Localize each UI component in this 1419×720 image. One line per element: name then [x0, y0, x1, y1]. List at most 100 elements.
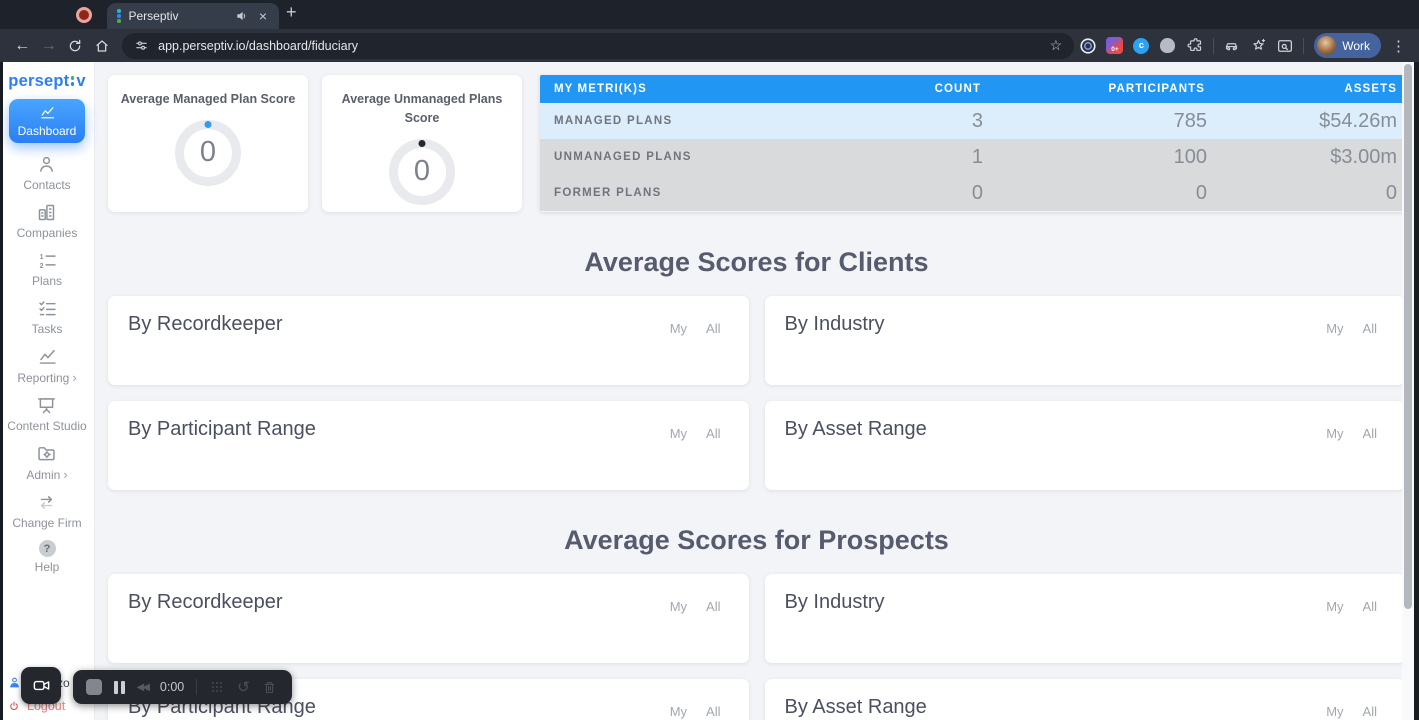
unmanaged-plan-score-card: Average Unmanaged Plans Score 0 — [322, 75, 522, 212]
my-toggle[interactable]: My — [1326, 321, 1344, 336]
browser-toolbar: ← → app.perseptiv.io/dashboard/fiduciary… — [0, 29, 1419, 62]
browser-menu-icon[interactable]: ⋮ — [1391, 37, 1407, 55]
tab-close-icon[interactable]: × — [258, 8, 267, 24]
extension-gray-icon[interactable] — [1156, 33, 1181, 59]
my-toggle[interactable]: My — [1326, 704, 1344, 719]
my-toggle[interactable]: My — [1326, 426, 1344, 441]
side-search-icon[interactable] — [1273, 33, 1298, 59]
gauge-marker-dot — [418, 139, 426, 147]
extension-blue-circle-icon[interactable]: c — [1129, 33, 1154, 59]
delete-record-button[interactable] — [262, 680, 277, 695]
profile-chip[interactable]: Work — [1314, 33, 1382, 58]
buildings-icon — [39, 204, 55, 221]
gauge-title: Average Managed Plan Score — [120, 92, 296, 106]
metrics-table-header: MY METRI(K)S COUNT PARTICIPANTS ASSETS — [540, 75, 1405, 103]
reload-button[interactable] — [63, 33, 88, 59]
camera-button[interactable] — [21, 667, 61, 704]
rewind-button[interactable]: ◀◀ — [136, 681, 150, 693]
my-toggle[interactable]: My — [669, 321, 688, 336]
extensions-puzzle-icon[interactable] — [1182, 33, 1207, 59]
section-heading-clients: Average Scores for Clients — [584, 247, 929, 277]
sidebar-item-change-firm[interactable]: Change Firm — [12, 492, 82, 530]
prospects-by-recordkeeper-card: By Recordkeeper My All — [108, 574, 749, 663]
all-toggle[interactable]: All — [706, 321, 721, 336]
trash-icon — [264, 681, 275, 693]
app-logo: persept v — [8, 72, 86, 90]
restart-record-button[interactable]: ↺ — [237, 678, 250, 696]
home-button[interactable] — [90, 33, 115, 59]
new-tab-button[interactable]: + — [286, 2, 297, 22]
all-toggle[interactable]: All — [1362, 321, 1377, 336]
record-time: 0:00 — [159, 680, 185, 694]
vehicle-extension-icon[interactable] — [1220, 33, 1245, 59]
pause-record-button[interactable] — [114, 680, 125, 694]
dashboard-main: Average Managed Plan Score 0 Average Unm… — [95, 62, 1419, 720]
bookmark-star-icon[interactable]: ☆ — [1049, 37, 1063, 53]
logo-colon-icon — [70, 75, 75, 86]
recorder-divider — [196, 679, 198, 695]
browser-tab[interactable]: Perseptiv × — [107, 3, 279, 29]
site-settings-icon[interactable] — [134, 38, 149, 53]
sidebar-item-dashboard[interactable]: Dashboard — [9, 99, 85, 143]
managed-plan-score-card: Average Managed Plan Score 0 — [108, 75, 308, 212]
checklist-icon — [38, 301, 56, 316]
table-row-former-plans[interactable]: FORMER PLANS 0 0 0 — [540, 175, 1405, 211]
tab-title: Perseptiv — [128, 9, 179, 23]
clients-by-recordkeeper-card: By Recordkeeper My All — [108, 296, 749, 385]
stop-record-button[interactable] — [86, 679, 102, 695]
sidebar-item-content-studio[interactable]: Content Studio — [7, 395, 87, 433]
chevron-right-icon: › — [72, 370, 77, 385]
folder-gear-icon — [38, 447, 56, 461]
sidebar-item-help[interactable]: ? Help — [35, 540, 59, 574]
prospects-by-asset-range-card: By Asset Range My All — [764, 679, 1405, 720]
sidebar-item-tasks[interactable]: Tasks — [32, 298, 62, 336]
sidebar-item-companies[interactable]: Companies — [17, 202, 77, 240]
gauge-value: 0 — [199, 136, 217, 169]
sidebar-item-contacts[interactable]: Contacts — [23, 154, 71, 192]
my-toggle[interactable]: My — [669, 426, 688, 441]
prospects-by-industry-card: By Industry My All — [764, 574, 1405, 663]
toolbar-divider — [1303, 37, 1305, 54]
clients-by-participant-range-card: By Participant Range My All — [108, 401, 749, 490]
browser-tab-strip: Perseptiv × + — [0, 0, 1419, 29]
all-toggle[interactable]: All — [706, 599, 721, 614]
my-toggle[interactable]: My — [669, 704, 688, 719]
profile-label: Work — [1342, 38, 1371, 53]
back-button[interactable]: ← — [14, 36, 31, 54]
address-bar[interactable]: app.perseptiv.io/dashboard/fiduciary ☆ — [122, 32, 1075, 59]
all-toggle[interactable]: All — [1362, 704, 1377, 719]
presentation-icon — [38, 398, 56, 414]
forward-button[interactable]: → — [40, 36, 57, 54]
window-right-edge — [1414, 62, 1419, 720]
question-circle-icon: ? — [38, 540, 56, 557]
recording-toolbar: ◀◀ 0:00 ↺ — [73, 670, 292, 704]
gauge-value: 0 — [413, 155, 431, 187]
screen-recording-indicator-icon — [76, 7, 92, 23]
svg-text:1: 1 — [39, 254, 43, 261]
url-text[interactable]: app.perseptiv.io/dashboard/fiduciary — [158, 38, 359, 53]
all-toggle[interactable]: All — [706, 426, 721, 441]
blur-toggle-button[interactable] — [209, 679, 225, 695]
table-row-managed-plans[interactable]: MANAGED PLANS 3 785 $54.26m — [540, 103, 1405, 139]
extension-password-manager-icon[interactable] — [1076, 33, 1101, 59]
dots-grid-icon — [212, 682, 223, 692]
all-toggle[interactable]: All — [706, 704, 721, 719]
sidebar-item-reporting[interactable]: Reporting › — [17, 346, 77, 385]
gauge-title: Average Unmanaged Plans Score — [341, 92, 503, 125]
sidebar-item-admin[interactable]: Admin › — [26, 443, 68, 482]
my-toggle[interactable]: My — [1326, 599, 1344, 614]
all-toggle[interactable]: All — [1362, 426, 1377, 441]
person-icon — [40, 156, 54, 172]
bookmark-sparkle-icon[interactable] — [1246, 33, 1271, 59]
clients-by-asset-range-card: By Asset Range My All — [764, 401, 1405, 490]
extension-badge-icon[interactable]: 0+ — [1103, 33, 1128, 59]
page-scrollbar[interactable] — [1402, 62, 1414, 720]
my-toggle[interactable]: My — [669, 599, 688, 614]
metrics-title: MY METRI(K)S — [554, 83, 647, 95]
tab-audio-icon[interactable] — [235, 9, 249, 23]
table-row-unmanaged-plans[interactable]: UNMANAGED PLANS 1 100 $3.00m — [540, 139, 1405, 175]
scrollbar-thumb[interactable] — [1404, 64, 1412, 609]
all-toggle[interactable]: All — [1362, 599, 1377, 614]
